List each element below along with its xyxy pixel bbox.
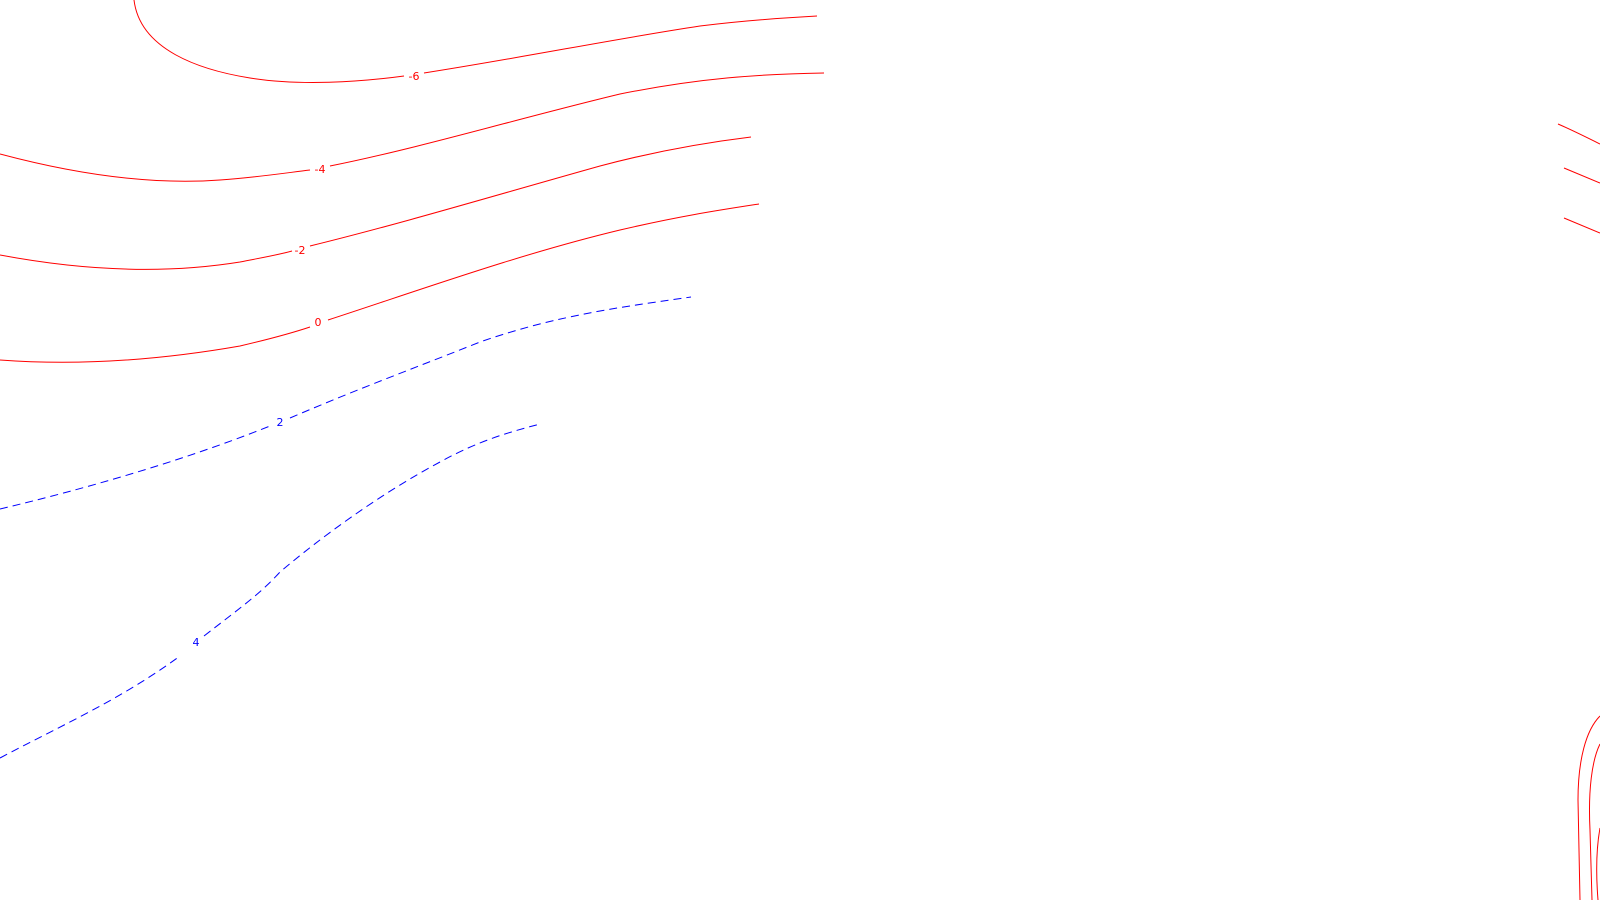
contour-label: -2 [295, 244, 306, 257]
contour-line-2: 2 [0, 296, 692, 510]
contour-label: 0 [315, 316, 322, 329]
contour-label: 4 [193, 636, 200, 649]
contour-fragments-right-top [1557, 123, 1600, 234]
contour-line-neg6: -6 [133, 0, 818, 83]
contour-label: 2 [277, 416, 284, 429]
contour-label: -4 [315, 163, 326, 176]
contour-label: -6 [409, 70, 420, 83]
contour-line-neg2: -2 [0, 136, 752, 270]
contour-line-neg4: -4 [0, 72, 825, 182]
contour-line-4: 4 [0, 423, 541, 759]
contour-line-0: 0 [0, 203, 760, 363]
contour-fragments-right-bottom [1577, 715, 1600, 900]
